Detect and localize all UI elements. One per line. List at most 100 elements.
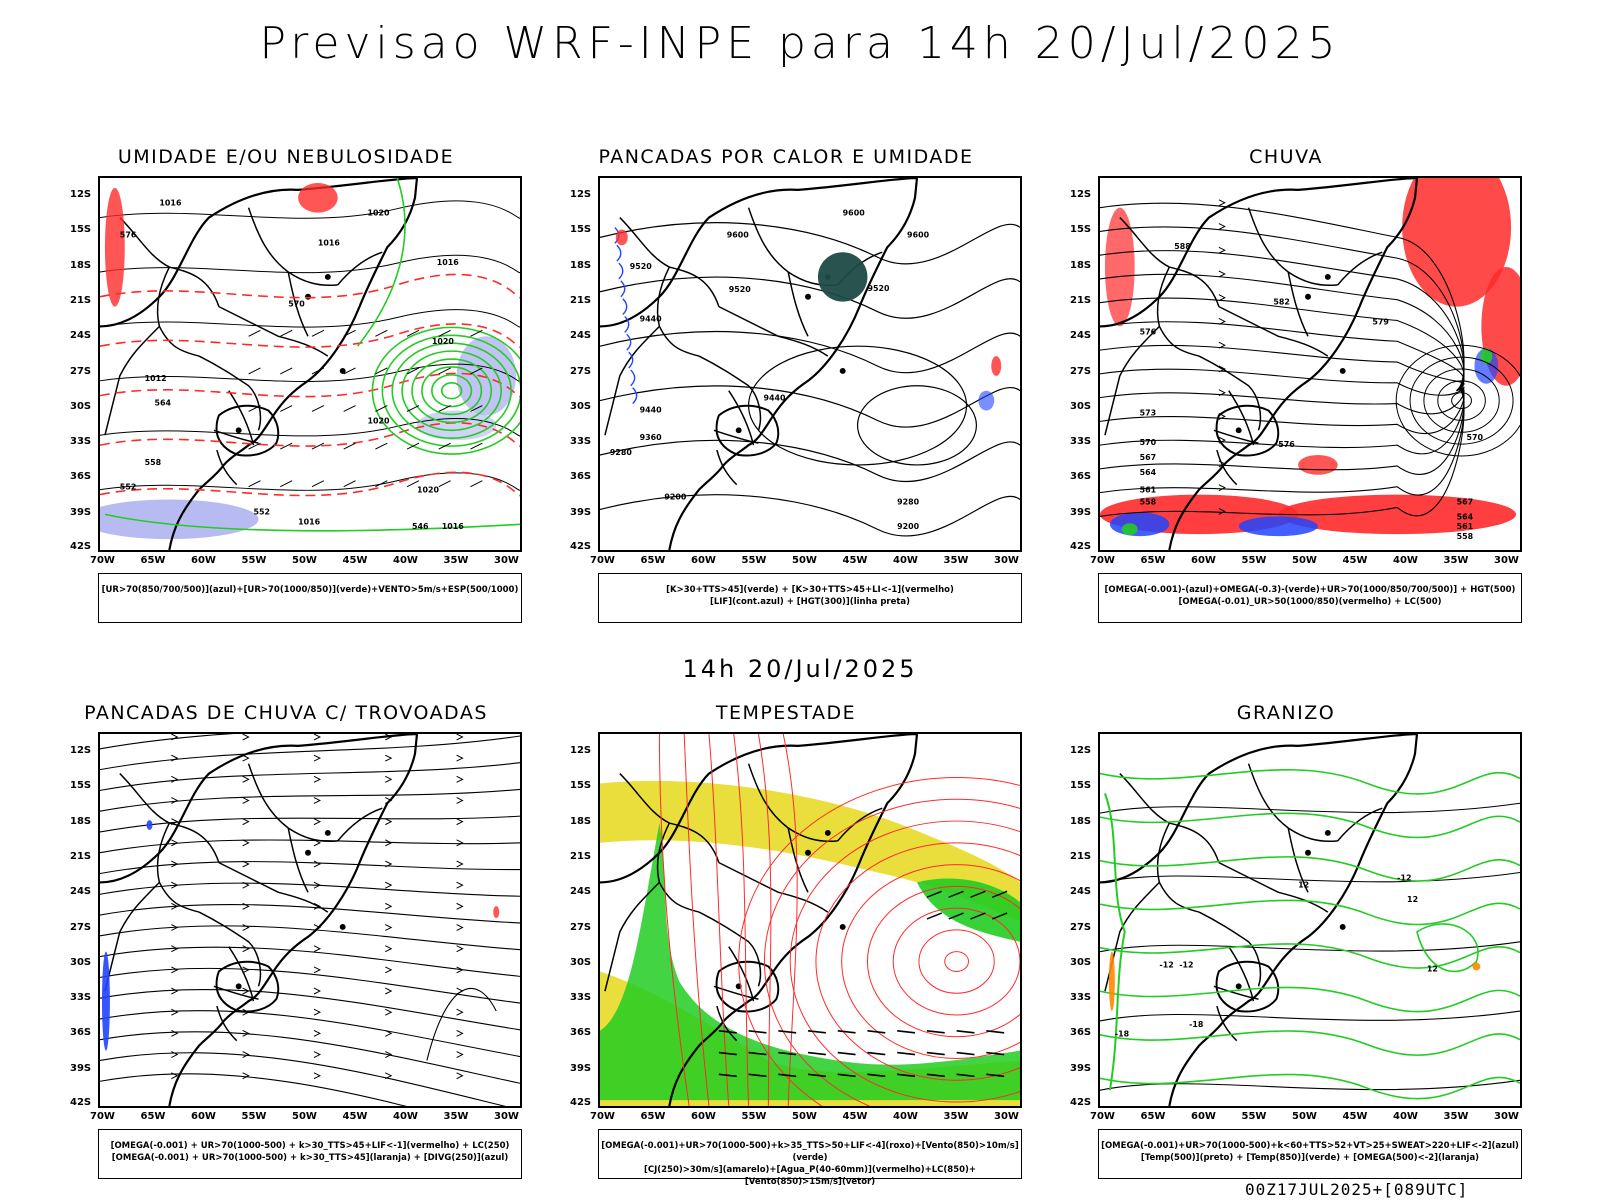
lon-tick-label: 50W <box>292 555 317 566</box>
wind-vector <box>837 1030 856 1034</box>
rain-green-area <box>1121 523 1138 536</box>
state-border <box>1247 207 1338 287</box>
arrowhead <box>242 966 250 974</box>
panel-title: UMIDADE E/OU NEBULOSIDADE <box>117 146 455 168</box>
streamline <box>1100 368 1465 396</box>
convection-teal-area <box>817 252 868 302</box>
humidity-green-contour <box>411 358 493 424</box>
lat-tick-label: 30S <box>70 956 92 968</box>
contour-label: 546 <box>412 522 429 531</box>
li-red-speckle <box>991 356 1002 376</box>
lat-tick-label: 24S <box>1070 330 1092 342</box>
lif-blue-contour <box>626 333 632 351</box>
map-frame: -12 -12 -12 -18 -18 12 12 12 <box>1098 732 1522 1108</box>
lon-tick-label: 65W <box>1140 1111 1166 1122</box>
lon-tick-label: 55W <box>1241 555 1267 566</box>
wind-vector <box>311 329 325 337</box>
lat-tick-label: 15S <box>1070 224 1092 236</box>
wind-vector <box>926 890 943 898</box>
wind-vector <box>926 1030 945 1034</box>
contour-label: 552 <box>254 507 271 516</box>
temp850-contour <box>1104 793 1126 1091</box>
streamline <box>1100 273 1465 392</box>
wind-vector <box>956 1073 975 1078</box>
divergence-blue-speckle <box>146 820 153 830</box>
rain-red-area <box>1104 207 1135 327</box>
lake-blob <box>1235 427 1242 434</box>
contour-label: -18 <box>1115 1030 1130 1039</box>
arrowhead <box>313 775 322 783</box>
lon-tick-label: 65W <box>640 1111 666 1122</box>
lon-tick-label: 70W <box>1090 555 1115 566</box>
wind-vector <box>897 1051 916 1056</box>
arrowhead <box>242 1051 250 1058</box>
streamline <box>100 1010 520 1058</box>
contour-label: 1020 <box>417 486 440 495</box>
lat-tick-label: 18S <box>1070 259 1092 271</box>
lat-tick-label: 36S <box>1070 1027 1092 1039</box>
arrowhead <box>456 902 464 910</box>
arrowhead <box>1218 341 1226 349</box>
legend-line-1: [OMEGA(-0.001)-(azul)+OMEGA(-0.3)-(verde… <box>1104 585 1516 595</box>
arrowhead <box>385 924 393 931</box>
contour-label: 9280 <box>897 497 920 506</box>
streamline-vortex <box>1451 392 1472 410</box>
arrowhead <box>313 1051 322 1058</box>
streamline <box>1100 226 1465 392</box>
humidity-red-speckle <box>298 182 338 213</box>
map-frame: 9600 9600 9600 9520 9520 9520 9440 9440 9440 9360… <box>598 176 1022 552</box>
contour-label: 1020 <box>367 416 390 425</box>
lat-tick-label: 39S <box>570 1062 592 1074</box>
uruguay-outline <box>715 404 780 457</box>
arrowhead <box>385 839 393 847</box>
arrowhead <box>313 902 322 910</box>
state-border <box>604 325 660 436</box>
map-frame: 1016 1020 1016 1016 1012 1020 1020 1020 1016 1016… <box>98 176 522 552</box>
streamline <box>426 987 497 1061</box>
wind-vector <box>807 1030 826 1034</box>
state-border <box>1218 305 1329 357</box>
arrowhead <box>171 797 179 804</box>
arrowhead <box>313 1029 322 1037</box>
streamline-850 <box>733 734 750 1106</box>
lon-tick-label: 65W <box>1140 555 1166 566</box>
humidity-red-speckle <box>104 187 125 307</box>
wind-vector <box>748 1073 767 1078</box>
arrowhead <box>385 987 393 995</box>
wind850-green-area <box>916 878 1020 942</box>
arrowhead <box>1218 246 1226 254</box>
wind-vector <box>248 329 261 337</box>
contour-label: 1016 <box>159 199 182 208</box>
state-border <box>287 271 309 337</box>
lake-blob <box>839 367 846 374</box>
state-border <box>1247 763 1338 843</box>
lon-tick-label: 55W <box>241 1111 267 1122</box>
lat-tick-label: 21S <box>1070 294 1092 306</box>
wind-vector <box>343 405 356 412</box>
map-svg <box>100 734 520 1106</box>
lon-tick-label: 55W <box>1241 1111 1267 1122</box>
lat-tick-label: 21S <box>70 294 92 306</box>
lat-tick-label: 33S <box>70 436 92 448</box>
arrowhead <box>242 987 250 995</box>
lon-tick-label: 65W <box>140 555 166 566</box>
lon-tick-label: 40W <box>893 1111 918 1122</box>
lat-tick-label: 30S <box>70 400 92 412</box>
wind-vector <box>992 890 1008 898</box>
wind-vector <box>718 1030 737 1034</box>
temp850-contour <box>1100 856 1520 882</box>
contour-label: 1020 <box>367 209 390 218</box>
contour-label: 573 <box>1140 408 1157 417</box>
arrowhead <box>1218 389 1226 397</box>
lon-tick-label: 60W <box>1191 555 1216 566</box>
arrowhead <box>456 945 464 953</box>
streamline-850 <box>758 734 772 1106</box>
state-border <box>1228 390 1255 446</box>
lat-tick-label: 21S <box>70 850 92 862</box>
contour-label: 564 <box>1140 468 1157 477</box>
lat-tick-label: 39S <box>70 1062 92 1074</box>
lon-tick-label: 45W <box>342 555 368 566</box>
lat-tick-label: 15S <box>570 224 592 236</box>
arrowhead <box>456 1072 464 1080</box>
streamline <box>1100 344 1465 392</box>
